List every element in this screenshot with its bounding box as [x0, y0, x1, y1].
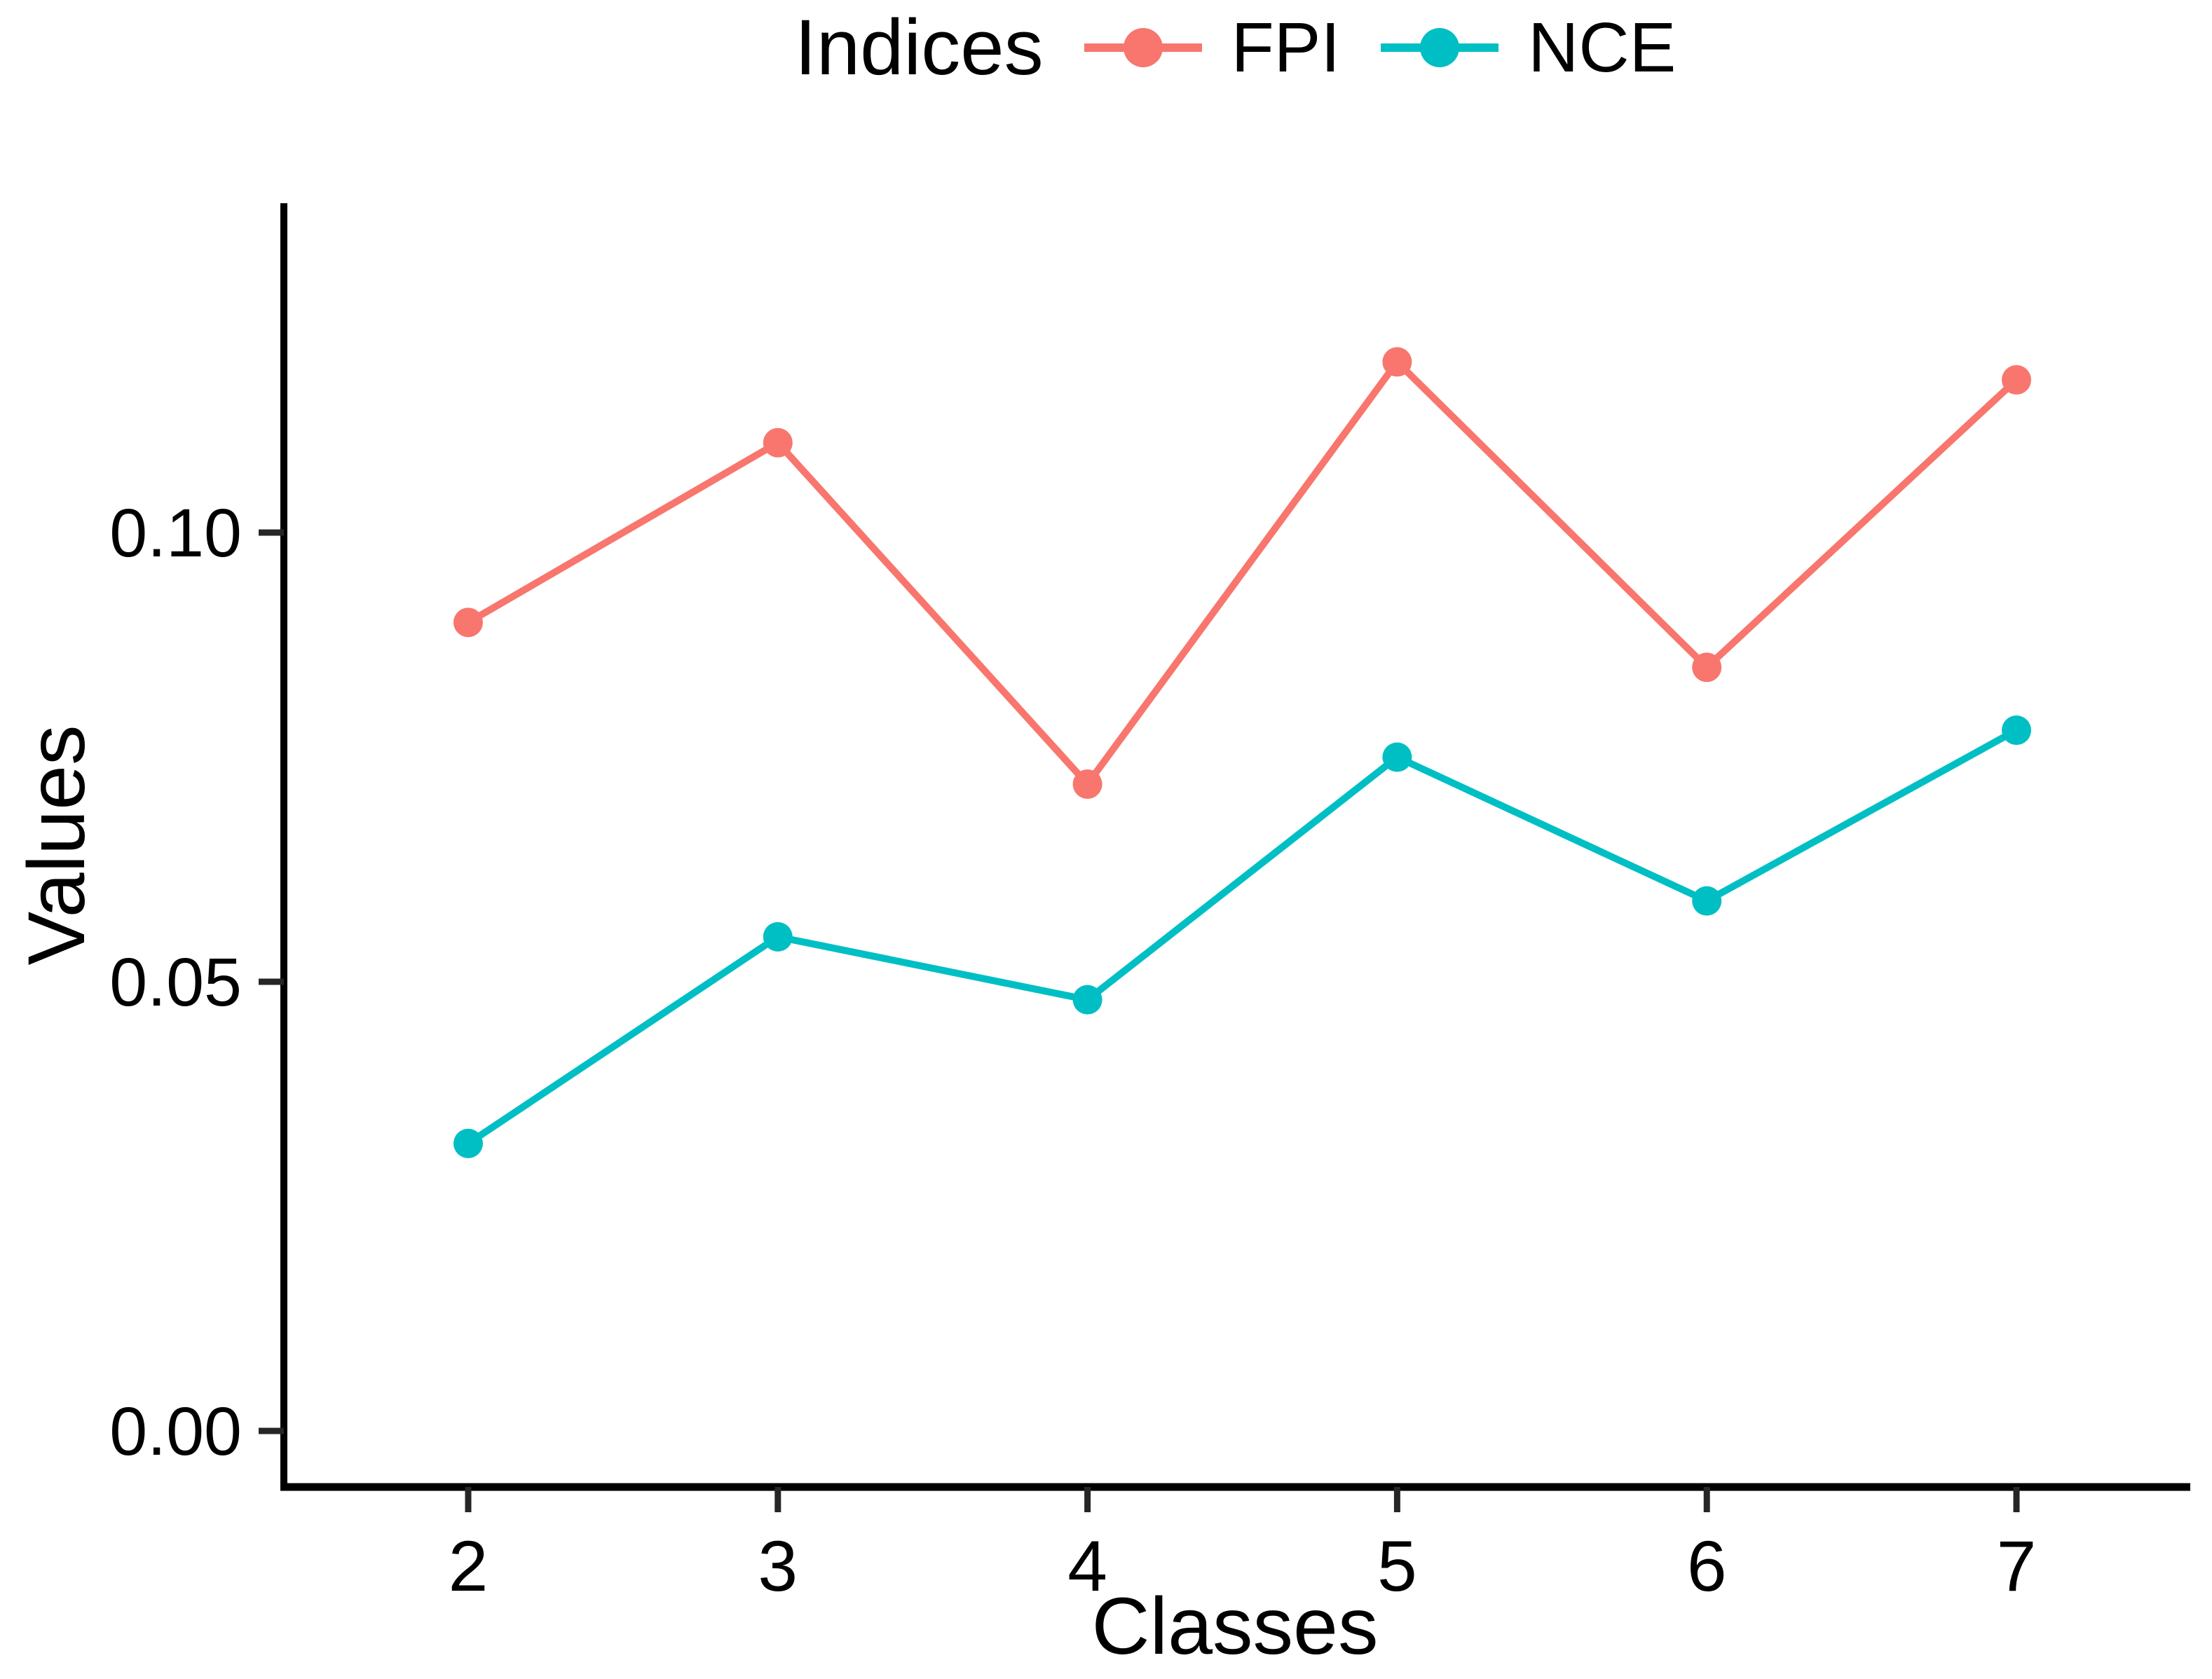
- x-tick-label: 3: [758, 1526, 798, 1606]
- legend-item-label-nce: NCE: [1528, 8, 1677, 87]
- nce-point-2: [453, 1128, 483, 1158]
- legend-item-nce: NCE: [1381, 8, 1676, 87]
- fpi-point-6: [1692, 652, 1722, 683]
- x-tick-label: 4: [1067, 1526, 1107, 1606]
- legend-title: Indices: [794, 3, 1044, 91]
- fpi-line: [465, 358, 2020, 788]
- nce-line: [465, 727, 2020, 1147]
- y-tick-label: 0.10: [109, 495, 242, 571]
- x-tick-label: 7: [1997, 1526, 2037, 1606]
- x-axis-title: Classes: [1091, 1582, 1378, 1671]
- fpi-point-2: [453, 608, 483, 638]
- y-axis-title: Values: [12, 725, 102, 965]
- nce-point-5: [1382, 742, 1412, 772]
- legend-swatch-nce: [1381, 27, 1499, 67]
- fpi-point-3: [763, 427, 793, 458]
- legend-item-label-fpi: FPI: [1231, 8, 1341, 87]
- x-tick-label: 6: [1687, 1526, 1727, 1606]
- x-tick-label: 2: [449, 1526, 489, 1606]
- nce-point-3: [763, 921, 793, 952]
- y-tick-label: 0.00: [109, 1393, 242, 1469]
- nce-point-7: [2002, 715, 2031, 746]
- y-axis-ticks: 0.00 0.05 0.10: [109, 495, 284, 1469]
- chart-legend: Indices FPI NCE: [284, 0, 2187, 95]
- x-axis-ticks: 2 3 4 5 6 7: [449, 1487, 2037, 1606]
- fpi-point-5: [1382, 347, 1412, 377]
- y-tick-label: 0.05: [109, 944, 242, 1020]
- legend-swatch-dot: [1123, 27, 1163, 67]
- fpi-point-4: [1072, 769, 1102, 799]
- nce-point-6: [1692, 886, 1722, 916]
- x-tick-label: 5: [1377, 1526, 1417, 1606]
- nce-point-4: [1072, 985, 1102, 1015]
- legend-item-fpi: FPI: [1084, 8, 1341, 87]
- legend-swatch-fpi: [1084, 27, 1202, 67]
- fpi-point-7: [2002, 365, 2031, 395]
- legend-swatch-dot: [1420, 27, 1460, 67]
- chart-series: [453, 347, 2031, 1158]
